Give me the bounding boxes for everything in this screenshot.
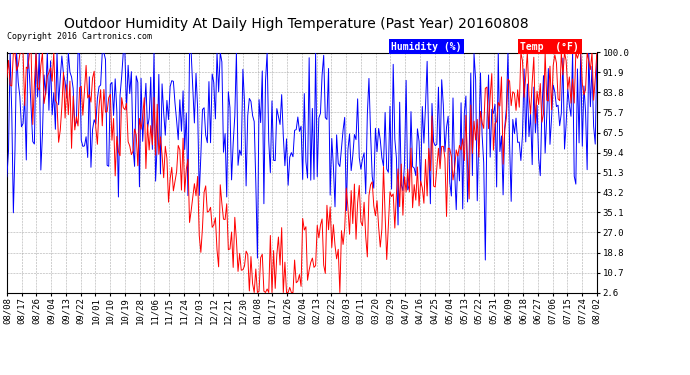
Text: Humidity (%): Humidity (%) <box>391 42 462 52</box>
Text: Outdoor Humidity At Daily High Temperature (Past Year) 20160808: Outdoor Humidity At Daily High Temperatu… <box>64 17 529 31</box>
Text: Temp  (°F): Temp (°F) <box>520 42 579 52</box>
Text: Copyright 2016 Cartronics.com: Copyright 2016 Cartronics.com <box>7 32 152 41</box>
